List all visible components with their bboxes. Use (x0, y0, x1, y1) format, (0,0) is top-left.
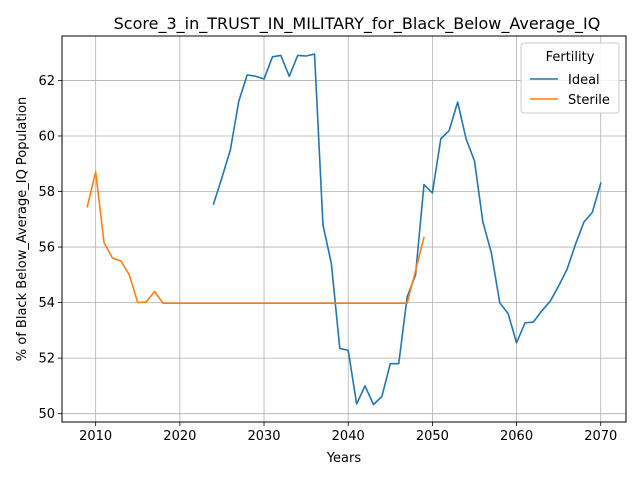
y-tick-label: 56 (38, 241, 55, 256)
legend: Fertility Ideal Sterile (520, 42, 620, 114)
legend-label-ideal: Ideal (568, 73, 600, 88)
y-axis: 50 52 54 56 58 60 62 (38, 74, 62, 422)
legend-title: Fertility (546, 50, 595, 65)
x-tick-label: 2040 (332, 429, 365, 444)
x-tick-label: 2030 (247, 429, 280, 444)
y-axis-label: % of Black Below_Average_IQ Population (15, 97, 30, 361)
chart-title: Score_3_in_TRUST_IN_MILITARY_for_Black_B… (114, 14, 601, 34)
x-axis-label: Years (326, 451, 362, 466)
series-line-sterile (86, 171, 425, 304)
series-line-ideal (212, 53, 602, 406)
y-tick-label: 62 (38, 74, 55, 89)
x-tick-label: 2020 (163, 429, 196, 444)
plot-frame (61, 35, 627, 423)
x-tick-label: 2060 (500, 429, 533, 444)
x-tick-label: 2010 (79, 429, 112, 444)
x-tick-label: 2070 (584, 429, 617, 444)
x-axis: 2010 2020 2030 2040 2050 2060 2070 (79, 422, 617, 444)
series-layer (86, 53, 602, 406)
y-tick-label: 60 (38, 129, 55, 144)
legend-box (520, 42, 620, 114)
x-tick-label: 2050 (416, 429, 449, 444)
y-tick-label: 58 (38, 185, 55, 200)
y-tick-label: 52 (38, 352, 55, 367)
legend-label-sterile: Sterile (568, 93, 610, 108)
y-tick-label: 54 (38, 296, 55, 311)
y-tick-label: 50 (38, 407, 55, 422)
